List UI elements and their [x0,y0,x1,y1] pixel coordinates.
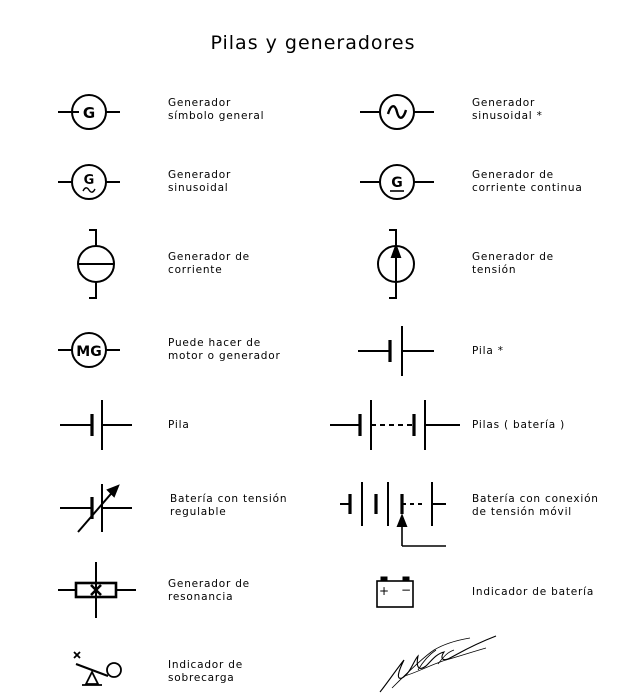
generator-dc-symbol: G [360,164,434,200]
svg-text:G: G [84,173,95,188]
label-adjustable-battery: Batería con tensión regulable [170,493,288,518]
label-battery-movable-tap: Batería con conexión de tensión móvil [472,493,599,518]
cells-battery-symbol [330,400,460,450]
svg-text:G: G [391,175,403,191]
svg-text:MG: MG [76,344,101,360]
generator-general-symbol: G [58,94,120,130]
label-battery-indicator: Indicador de batería [472,586,595,598]
page-title: Pilas y generadores [210,32,416,54]
cell-symbol [60,400,132,450]
battery-movable-tap-symbol [340,482,446,547]
adjustable-battery-symbol [60,484,132,533]
generator-sinusoidal-ac-symbol: G [58,164,120,200]
motor-generator-symbol: MG [58,332,120,368]
current-generator-symbol [77,229,115,299]
handwritten-signature [379,635,497,693]
battery-indicator-icon: + − [376,576,414,608]
overload-indicator-icon [73,651,122,686]
label-cell-star: Pila * [472,345,504,357]
label-overload-indicator: Indicador de sobrecarga [168,659,244,684]
svg-text:+: + [379,584,389,598]
label-voltage-generator: Generador de tensión [472,251,554,276]
label-resonance-generator: Generador de resonancia [168,578,250,603]
label-motor-generator: Puede hacer de motor o generador [168,337,281,362]
label-cell: Pila [168,419,190,431]
generator-glyph: G [83,104,95,122]
label-current-generator: Generador de corriente [168,251,250,276]
resonance-generator-symbol [58,562,136,618]
label-generator-sinusoidal-star: Generador sinusoidal * [472,97,543,122]
svg-text:−: − [401,583,411,597]
label-generator-sinusoidal: Generador sinusoidal [168,169,232,194]
generator-sinusoidal-symbol [360,94,434,130]
label-generator-general: Generador símbolo general [168,97,265,122]
label-generator-dc: Generador de corriente continua [472,169,583,194]
voltage-generator-symbol [377,229,415,299]
cell-star-symbol [358,326,434,376]
label-cells-battery: Pilas ( batería ) [472,419,565,431]
